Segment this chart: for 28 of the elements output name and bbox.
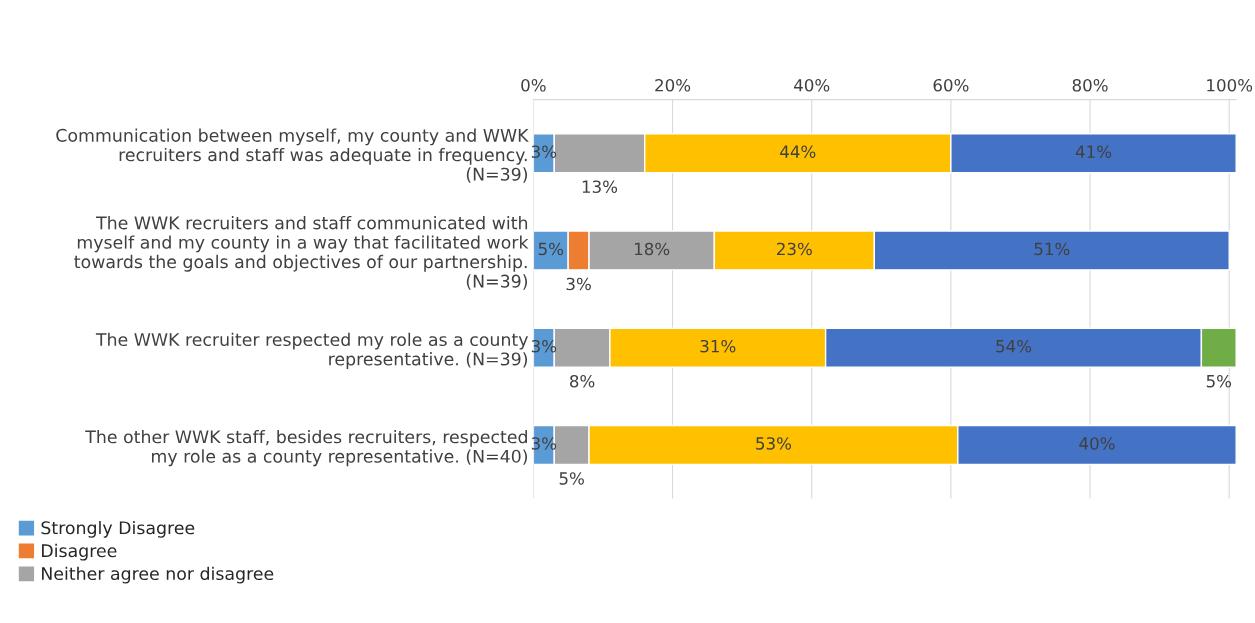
legend-label: Strongly Disagree	[41, 520, 195, 538]
y-tick-label: Communication between myself, my county and WWK recruiters and staff was adequate in frequency. (N=39)	[56, 128, 529, 183]
data-label: 31%	[700, 339, 736, 353]
data-label: 51%	[1034, 242, 1070, 256]
y-tick-label: The other WWK staff, besides recruiters, respected my role as a county representative. (N=40)	[85, 429, 528, 467]
x-tick-label: 0%	[521, 78, 546, 92]
legend-label: Neither agree nor disagree	[42, 566, 274, 584]
data-label: 18%	[634, 242, 670, 256]
data-label: 44%	[780, 145, 816, 158]
y-tick-label: The WWK recruiters and staff communicated with myself and my county in a way that facilitated work towards the goals and objectives of our partnership. (N=39)	[74, 215, 529, 290]
x-tick-label: 80%	[1072, 78, 1108, 92]
data-label: 5%	[1206, 374, 1232, 388]
data-label: 8%	[569, 374, 595, 388]
y-tick-label: The WWK recruiter respected my role as a county representative. (N=39)	[95, 332, 528, 369]
x-tick-label: 60%	[933, 78, 969, 92]
x-tick-label: 40%	[794, 78, 830, 92]
data-label: 53%	[756, 437, 792, 450]
x-tick-label: 100%	[1207, 78, 1253, 92]
data-label: 41%	[1075, 145, 1112, 158]
data-label: 5%	[538, 242, 564, 256]
legend-label: Disagree	[42, 543, 117, 561]
x-tick-label: 20%	[655, 78, 691, 92]
data-label: 13%	[582, 180, 618, 194]
data-label: 40%	[1079, 437, 1115, 450]
data-label: 23%	[777, 242, 812, 256]
data-label: 3%	[566, 277, 591, 291]
data-label: 54%	[996, 339, 1032, 353]
data-label: 5%	[559, 472, 584, 485]
